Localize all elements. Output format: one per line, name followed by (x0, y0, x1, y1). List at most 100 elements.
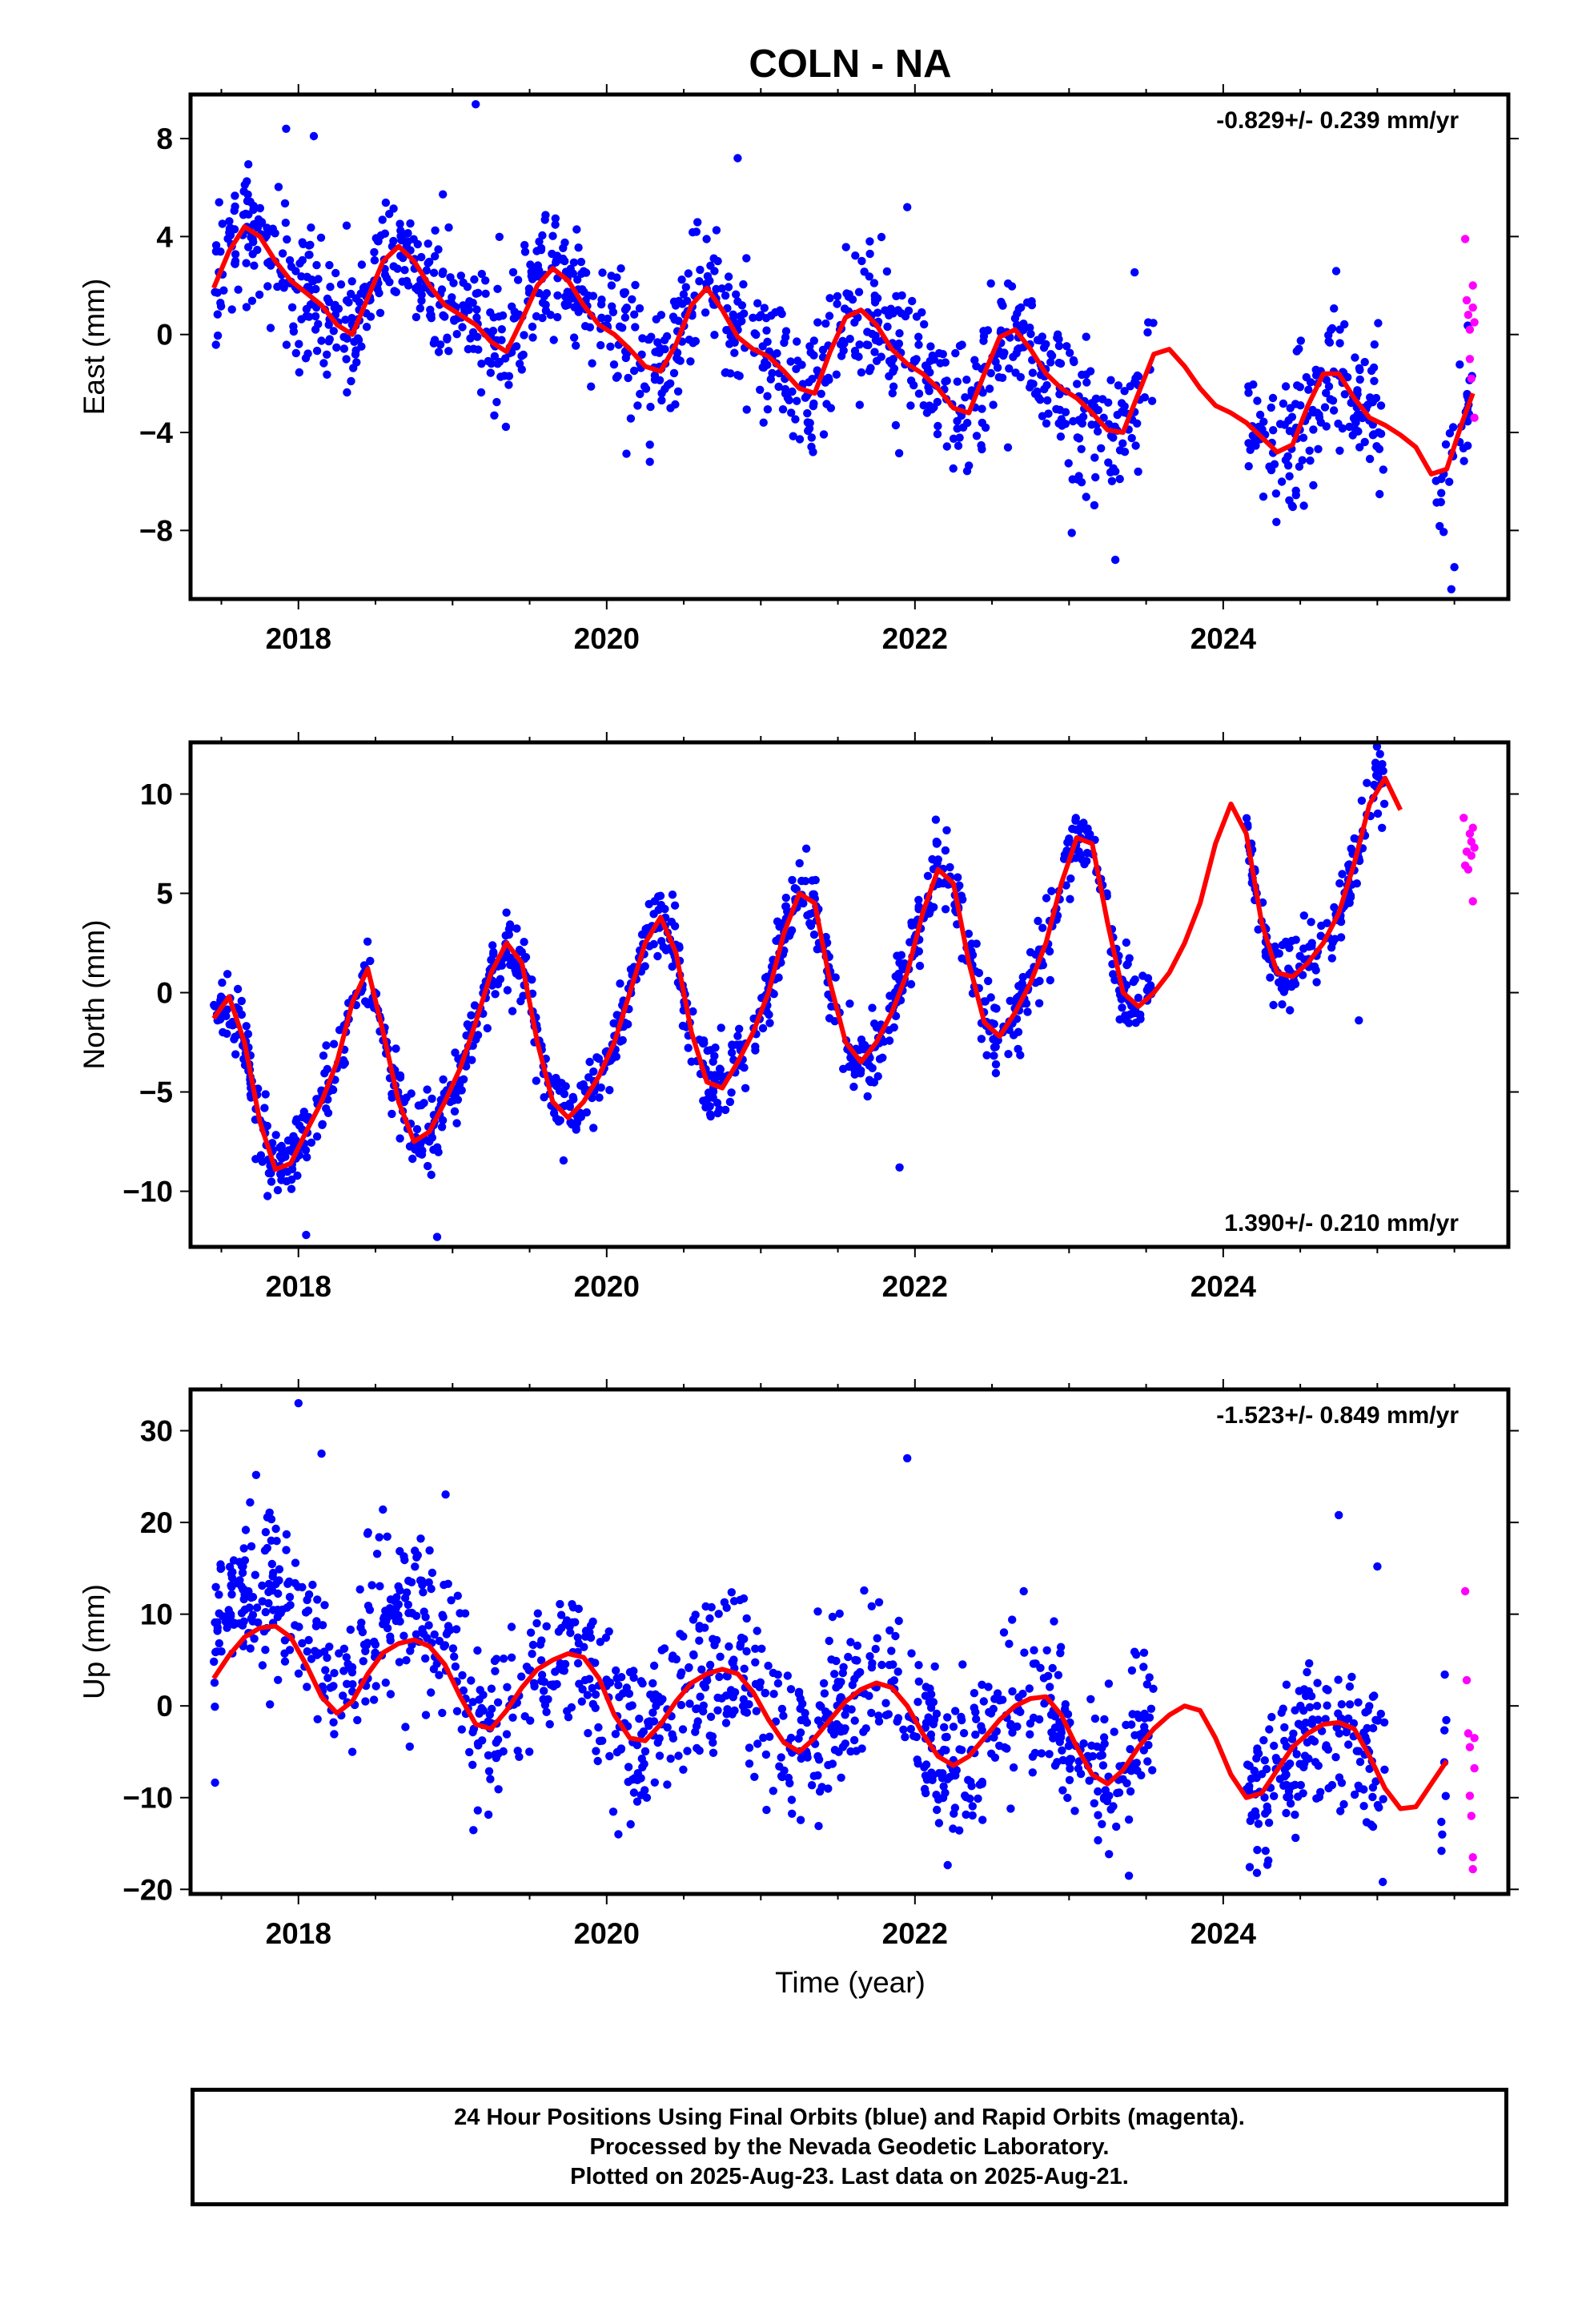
final-orbit-point (978, 444, 986, 454)
final-orbit-point (761, 1689, 769, 1698)
caption-line-processed: Processed by the Nevada Geodetic Laborat… (589, 2133, 1110, 2160)
final-orbit-point (681, 283, 690, 292)
final-orbit-point (323, 1674, 332, 1683)
final-orbit-point (641, 384, 651, 393)
final-orbit-point (790, 883, 799, 893)
final-orbit-point (809, 336, 818, 345)
final-orbit-point (907, 1649, 916, 1658)
final-orbit-point (239, 1544, 248, 1553)
final-orbit-point (246, 197, 255, 207)
final-orbit-point (251, 1570, 259, 1579)
rapid-orbit-point (1460, 814, 1468, 822)
final-orbit-point (434, 1148, 443, 1156)
final-orbit-point (582, 1108, 591, 1117)
final-orbit-point (668, 1730, 677, 1739)
plot-frame (188, 1387, 1511, 1896)
final-orbit-point (612, 1666, 620, 1675)
final-orbit-point (968, 1811, 977, 1820)
final-orbit-point (484, 1751, 493, 1760)
rapid-orbit-point (1460, 1586, 1470, 1596)
final-orbit-point (837, 1693, 845, 1702)
final-orbit-point (773, 1679, 783, 1688)
final-orbit-point (1331, 1753, 1340, 1762)
final-orbit-point (1122, 938, 1131, 947)
final-orbit-point (1107, 476, 1117, 485)
final-orbit-point (805, 424, 814, 433)
final-orbit-point (1335, 1510, 1343, 1520)
final-orbit-point (455, 1080, 464, 1089)
final-orbit-point (891, 420, 901, 430)
final-orbit-point (342, 355, 351, 364)
final-orbit-point (1291, 1833, 1300, 1843)
final-orbit-point (824, 373, 833, 382)
final-orbit-point (872, 356, 881, 365)
final-orbit-point (1335, 339, 1344, 348)
final-orbit-point (438, 1708, 447, 1718)
final-orbit-point (219, 286, 228, 295)
final-orbit-point (1090, 1799, 1099, 1807)
final-orbit-point (941, 377, 950, 386)
final-orbit-point (574, 1604, 583, 1614)
final-orbit-point (1447, 585, 1456, 593)
final-orbit-point (356, 289, 365, 298)
final-orbit-point (375, 308, 385, 317)
final-orbit-point (330, 1730, 339, 1739)
final-orbit-point (559, 254, 568, 263)
final-orbit-point (484, 1810, 493, 1819)
final-orbit-point (287, 262, 296, 271)
final-orbit-point (1310, 1737, 1319, 1746)
final-orbit-point (1145, 1673, 1154, 1682)
final-orbit-point (468, 1698, 477, 1707)
final-orbit-point (869, 279, 879, 287)
final-orbit-point (753, 1626, 761, 1635)
final-orbit-point (519, 991, 528, 1000)
final-orbit-point (873, 1634, 881, 1642)
final-orbit-point (723, 1705, 732, 1714)
final-orbit-point (449, 279, 458, 287)
final-orbit-point (585, 1057, 594, 1067)
final-orbit-point (353, 1715, 362, 1725)
final-orbit-point (378, 215, 387, 224)
final-orbit-point (1442, 0, 1450, 4)
final-orbit-point (1463, 0, 1471, 4)
final-orbit-point (998, 1695, 1007, 1704)
final-orbit-point (283, 1136, 293, 1145)
final-orbit-point (210, 1679, 219, 1687)
final-orbit-point (706, 261, 715, 270)
final-orbit-point (1008, 1728, 1017, 1737)
final-orbit-point (654, 906, 663, 915)
final-orbit-point (668, 891, 677, 899)
final-orbit-point (431, 226, 440, 235)
final-orbit-point (830, 1670, 839, 1679)
final-orbit-point (285, 1646, 295, 1655)
final-orbit-point (494, 1749, 503, 1759)
final-orbit-point (1363, 778, 1371, 787)
final-orbit-point (1378, 823, 1387, 833)
final-orbit-point (783, 1671, 792, 1680)
final-orbit-point (949, 1824, 958, 1833)
final-orbit-point (1374, 319, 1383, 328)
final-orbit-point (1286, 404, 1295, 412)
final-orbit-point (225, 1562, 235, 1571)
final-orbit-point (1008, 1615, 1017, 1624)
final-orbit-point (580, 1675, 590, 1685)
final-orbit-point (295, 1622, 303, 1631)
final-orbit-point (640, 1747, 650, 1756)
rapid-orbit-point (1468, 823, 1477, 832)
final-orbit-point (1054, 341, 1064, 351)
final-orbit-point (1127, 1666, 1137, 1675)
final-orbit-point (1286, 1006, 1295, 1015)
final-orbit-point (819, 430, 829, 439)
final-orbit-point (1031, 1659, 1040, 1668)
final-orbit-point (1018, 1689, 1027, 1699)
final-orbit-point (227, 1582, 236, 1591)
y-tick-label: −10 (122, 1782, 173, 1815)
final-orbit-point (1244, 388, 1253, 397)
final-orbit-point (575, 1679, 584, 1688)
final-orbit-point (215, 198, 223, 207)
final-orbit-point (274, 183, 283, 191)
final-orbit-point (1456, 0, 1464, 4)
final-orbit-point (1345, 1700, 1355, 1709)
final-orbit-point (889, 309, 897, 318)
